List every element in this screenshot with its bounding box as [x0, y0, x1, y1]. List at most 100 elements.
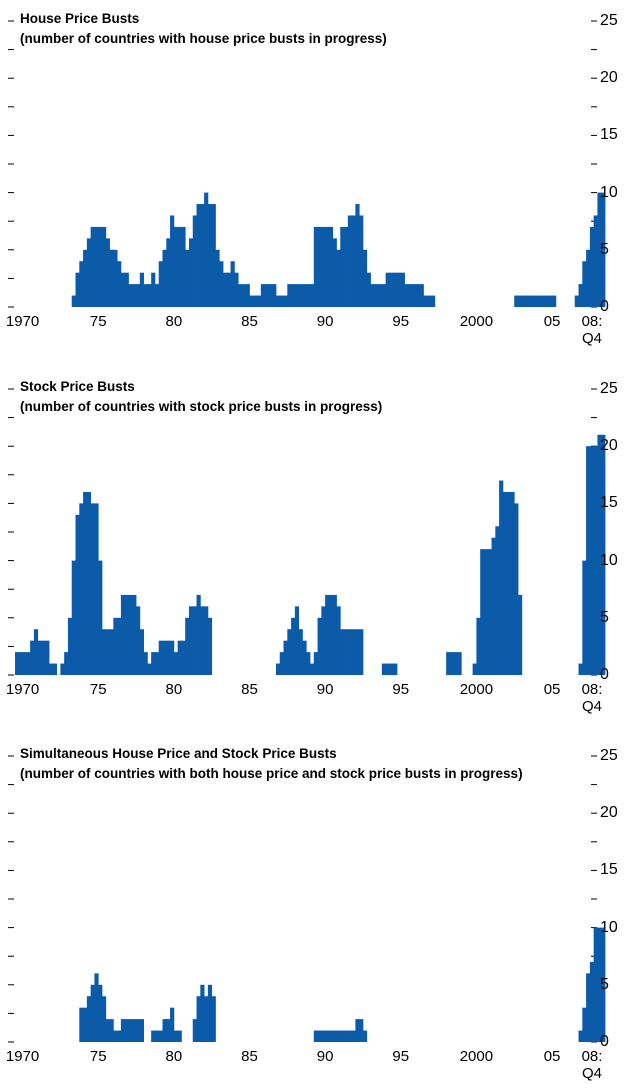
y-tick-label: 5 — [600, 608, 609, 626]
bar — [83, 491, 88, 675]
chart-subtitle: (number of countries with both house pri… — [20, 766, 523, 781]
bar — [136, 1019, 141, 1042]
bar — [586, 249, 591, 307]
bar — [291, 617, 296, 675]
bar — [597, 927, 602, 1042]
bar — [336, 1030, 341, 1042]
bar — [120, 594, 126, 675]
bar — [313, 652, 318, 675]
bar — [347, 215, 353, 307]
bar — [196, 996, 201, 1042]
y-tick-label: 15 — [600, 126, 618, 144]
bar — [215, 249, 220, 307]
bar — [177, 226, 182, 307]
bar — [166, 238, 171, 307]
bar — [196, 204, 201, 307]
bar — [86, 238, 92, 307]
bar — [147, 663, 152, 675]
bar — [525, 295, 530, 307]
bar — [98, 984, 103, 1042]
x-tick-label: 85 — [241, 681, 258, 698]
x-tick-label: 80 — [165, 313, 183, 330]
bar — [393, 272, 398, 307]
bar — [162, 640, 167, 675]
bar — [495, 526, 500, 675]
bar — [351, 215, 356, 307]
y-tick-label: 25 — [600, 747, 618, 764]
bar — [139, 1019, 144, 1042]
bar — [578, 1030, 583, 1042]
bar — [597, 434, 602, 675]
bar — [26, 652, 31, 675]
bar — [188, 606, 194, 675]
bar — [385, 663, 390, 675]
bar — [18, 652, 23, 675]
x-tick-label: 1970 — [5, 681, 40, 698]
bar — [332, 1030, 337, 1042]
bar — [136, 606, 141, 675]
bar — [241, 284, 247, 307]
bar — [582, 560, 587, 675]
bar — [109, 249, 114, 307]
bar — [181, 640, 186, 675]
bar — [83, 249, 88, 307]
bar — [192, 1019, 197, 1042]
bar — [132, 594, 137, 675]
bar — [22, 652, 27, 675]
bar — [321, 606, 326, 675]
bar — [120, 1019, 126, 1042]
bar — [200, 984, 205, 1042]
bar — [185, 617, 190, 675]
bar — [344, 629, 349, 675]
bar — [601, 434, 606, 675]
bar — [113, 249, 118, 307]
bar — [207, 984, 213, 1042]
x-tick-label: 85 — [241, 1048, 258, 1065]
bar — [359, 215, 364, 307]
bar — [328, 594, 334, 675]
x-tick-label: 95 — [392, 681, 410, 698]
bar — [393, 663, 398, 675]
bar — [302, 284, 307, 307]
bar — [200, 204, 205, 307]
bar — [211, 996, 216, 1042]
bar — [574, 295, 579, 307]
bar — [510, 491, 515, 675]
bar — [423, 295, 428, 307]
bar — [170, 1007, 175, 1042]
bar — [279, 652, 284, 675]
bar — [389, 663, 394, 675]
bar — [170, 215, 175, 307]
bar — [593, 215, 598, 307]
bar — [336, 249, 341, 307]
bar — [166, 1019, 171, 1042]
bar — [449, 652, 455, 675]
bar — [45, 640, 50, 675]
bar — [396, 272, 402, 307]
bar — [578, 284, 583, 307]
bar — [593, 927, 598, 1042]
bar — [272, 284, 277, 307]
bar — [294, 606, 300, 675]
bar — [120, 272, 126, 307]
bar — [268, 284, 273, 307]
bar — [552, 295, 557, 307]
bar — [204, 606, 209, 675]
bar — [79, 1007, 84, 1042]
bar — [578, 663, 583, 675]
bar — [136, 284, 141, 307]
bar — [283, 295, 288, 307]
bar — [340, 629, 345, 675]
bar — [94, 226, 99, 307]
bar — [132, 1019, 137, 1042]
bar — [177, 1030, 182, 1042]
bar — [298, 629, 303, 675]
x-tick-label: 08: Q4 — [581, 681, 603, 715]
bar — [219, 261, 224, 307]
bar — [533, 295, 538, 307]
x-tick-label: 75 — [89, 1048, 107, 1065]
bar — [188, 238, 194, 307]
bar — [90, 503, 95, 675]
bar — [86, 491, 92, 675]
bar — [67, 617, 73, 675]
